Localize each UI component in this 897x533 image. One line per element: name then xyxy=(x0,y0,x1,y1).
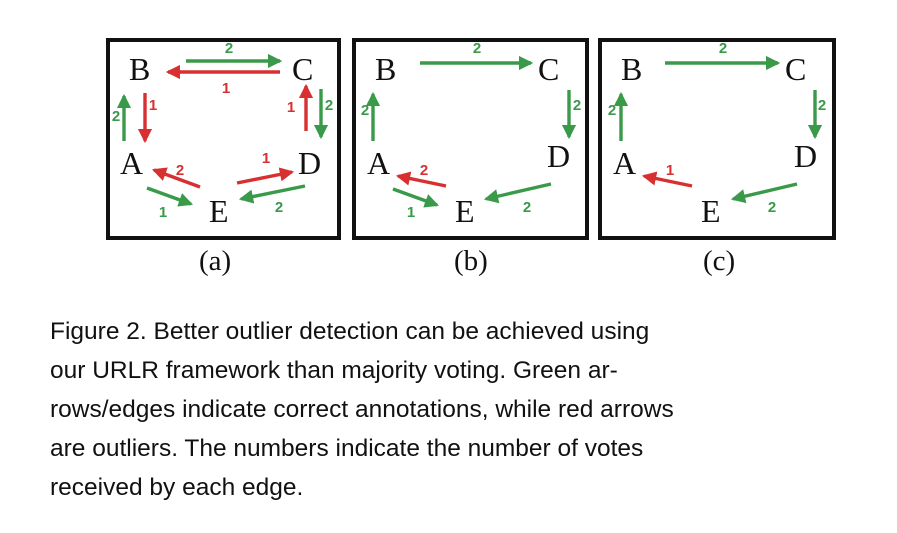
vote-count-label: 2 xyxy=(768,199,776,216)
node-b: B xyxy=(621,51,642,87)
panel-edges: 2 1 2 1 1 2 2 1 1 2 xyxy=(112,40,333,221)
vote-count-label: 1 xyxy=(287,99,295,116)
panel-frame xyxy=(598,38,836,240)
vote-count-label: 2 xyxy=(325,97,333,114)
correct-arrow xyxy=(238,184,306,204)
node-a: A xyxy=(613,145,636,181)
edge-b-c: 2 xyxy=(420,40,534,71)
vote-count-label: 2 xyxy=(225,40,233,57)
vote-count-label: 2 xyxy=(176,162,184,179)
panel-b: 2 2 2 2 1 2 B C A D E (b) xyxy=(352,38,589,277)
vote-count-label: 1 xyxy=(666,162,674,179)
panel-a: 2 1 2 1 1 2 2 1 1 2 B C A D E (a) xyxy=(106,38,341,277)
edge-c-d: 2 xyxy=(807,90,826,140)
node-c: C xyxy=(538,51,559,87)
vote-count-label: 2 xyxy=(473,40,481,57)
edge-d-e: 2 xyxy=(483,182,552,216)
node-c: C xyxy=(292,51,313,87)
vote-count-label: 1 xyxy=(222,80,230,97)
caption-line: received by each edge. xyxy=(50,474,304,501)
caption-line: are outliers. The numbers indicate the n… xyxy=(50,435,644,462)
edge-c-b: 1 xyxy=(165,64,280,97)
correct-arrow xyxy=(730,182,798,204)
correct-arrow xyxy=(392,187,440,208)
edge-b-a: 1 xyxy=(137,93,157,144)
caption-line: rows/edges indicate correct annotations,… xyxy=(50,396,674,423)
outlier-arrow xyxy=(236,167,295,185)
caption-line: Figure 2. Better outlier detection can b… xyxy=(50,318,650,345)
edge-b-c: 2 xyxy=(665,40,781,71)
panel-c: 2 2 2 1 2 B C A D E (c) xyxy=(598,38,836,277)
panel-label: (b) xyxy=(454,245,488,277)
vote-count-label: 2 xyxy=(719,40,727,57)
panel-edges: 2 2 2 1 2 xyxy=(608,40,826,216)
vote-count-label: 2 xyxy=(361,102,369,119)
node-d: D xyxy=(794,138,817,174)
edge-c-d: 2 xyxy=(313,89,333,140)
edge-e-d: 1 xyxy=(236,150,295,185)
edge-b-c: 2 xyxy=(186,40,283,69)
edge-a-b: 2 xyxy=(608,91,629,141)
node-e: E xyxy=(455,193,475,229)
vote-count-label: 2 xyxy=(420,162,428,179)
figure-caption: Figure 2. Better outlier detection can b… xyxy=(50,312,870,507)
node-b: B xyxy=(375,51,396,87)
node-d: D xyxy=(298,145,321,181)
outlier-arrow xyxy=(641,171,693,188)
panel-label: (c) xyxy=(703,245,735,277)
vote-count-label: 2 xyxy=(112,108,120,125)
edge-d-e: 2 xyxy=(238,184,306,216)
outlier-arrow xyxy=(395,171,447,188)
edge-e-a: 2 xyxy=(395,162,447,188)
edge-d-c: 1 xyxy=(287,83,314,131)
panel-edges: 2 2 2 2 1 2 xyxy=(361,40,581,221)
node-a: A xyxy=(120,145,143,181)
panel-label: (a) xyxy=(199,245,231,277)
node-d: D xyxy=(547,138,570,174)
vote-count-label: 1 xyxy=(159,204,167,221)
edge-e-a: 2 xyxy=(151,162,201,189)
panel-frame xyxy=(352,38,589,240)
edge-d-e: 2 xyxy=(730,182,798,216)
node-e: E xyxy=(701,193,721,229)
caption-line: our URLR framework than majority voting.… xyxy=(50,357,618,384)
vote-count-label: 2 xyxy=(523,199,531,216)
outlier-arrow xyxy=(151,167,201,189)
edge-a-b: 2 xyxy=(112,93,132,141)
correct-arrow xyxy=(146,186,194,207)
vote-count-label: 1 xyxy=(262,150,270,167)
node-e: E xyxy=(209,193,229,229)
correct-arrow xyxy=(483,182,552,204)
vote-count-label: 2 xyxy=(818,97,826,114)
edge-a-b: 2 xyxy=(361,91,381,141)
edge-c-d: 2 xyxy=(561,90,581,140)
vote-count-label: 1 xyxy=(149,97,157,114)
edge-a-e: 1 xyxy=(392,187,440,221)
vote-count-label: 2 xyxy=(275,199,283,216)
node-a: A xyxy=(367,145,390,181)
edge-e-a: 1 xyxy=(641,162,693,188)
vote-count-label: 2 xyxy=(608,102,616,119)
vote-count-label: 2 xyxy=(573,97,581,114)
vote-count-label: 1 xyxy=(407,204,415,221)
node-b: B xyxy=(129,51,150,87)
edge-a-e: 1 xyxy=(146,186,194,221)
panel-frame xyxy=(106,38,341,240)
node-c: C xyxy=(785,51,806,87)
